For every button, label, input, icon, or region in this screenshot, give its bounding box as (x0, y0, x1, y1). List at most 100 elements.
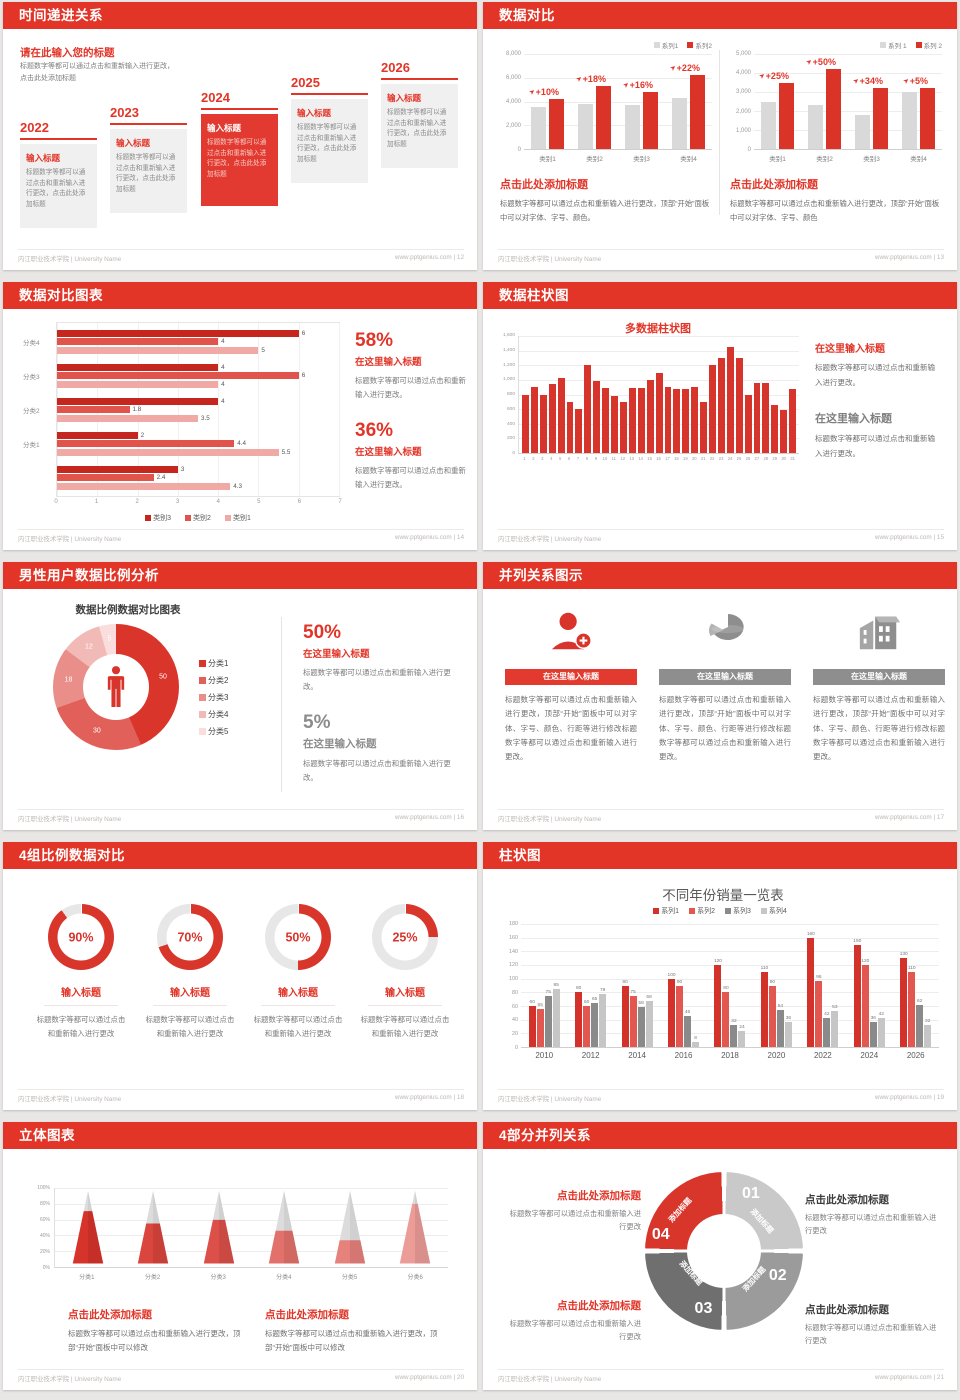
legend-label: 类别3 (153, 515, 172, 522)
divider (44, 1005, 118, 1006)
stat-percentage: 50% (303, 622, 342, 643)
footer-site: www.pptgenius.com | 12 (395, 254, 464, 263)
category-label: 分类3 (23, 373, 40, 381)
stat-block: 50% 在这里输入标题 标题数字等都可以通过点击和重新输入进行更改。 (303, 622, 459, 694)
footer-url: www.pptgenius.com (874, 1094, 932, 1101)
text-block: 点击此处添加标题 标题数字等都可以通过点击和重新输入进行更改，顶部“开始”面板中… (265, 1307, 450, 1356)
legend-label: 分类5 (208, 727, 229, 736)
slide-title: 4组比例数据对比 (3, 842, 477, 869)
chart-legend: 分类1 分类2 分类3 分类4 分类5 (199, 658, 228, 737)
bar (531, 107, 546, 149)
bar (762, 382, 770, 453)
timeline-item-highlighted: 2024 输入标题 标题数字等都可以通过点击和重新输入进行更改，点击此处添加标题 (201, 90, 278, 206)
slide-title: 立体图表 (3, 1122, 477, 1149)
gridline (519, 350, 799, 352)
cone (317, 1188, 383, 1267)
footer-page-number: 15 (936, 534, 944, 541)
x-tick-label: 4 (550, 456, 553, 461)
bar (714, 965, 722, 1047)
legend-label: 系列 2 (923, 43, 942, 50)
gridline (55, 1188, 448, 1189)
cones-row (55, 1188, 448, 1267)
bar (530, 387, 538, 453)
block-body: 标题数字等都可以通过点击和重新输入进行更改 (805, 1323, 937, 1346)
gridline (754, 73, 942, 74)
cone-shape (269, 1190, 300, 1264)
value-label: 160 (806, 931, 815, 937)
category-label: 分类1 (23, 441, 40, 449)
footer-separator: | (931, 254, 937, 261)
gridline (754, 130, 942, 131)
bar-group: 110 90 54 36 (753, 924, 799, 1047)
bar-line: 2 (57, 431, 339, 439)
category-label: 分类4 (23, 339, 40, 347)
x-tick-label: 17 (665, 456, 670, 461)
x-tick-label: 2012 (581, 1051, 600, 1060)
text-block: 在这里输入标题 标题数字等都可以通过点击和重新输入进行更改。 (815, 410, 939, 461)
timeline-card: 输入标题 标题数字等都可以通过点击和重新输入进行更改，点击此处添加标题 (110, 129, 187, 213)
footer-page-number: 21 (936, 1374, 944, 1381)
block-title: 点击此处添加标题 (557, 1300, 641, 1312)
section-subtext: 标题数字等都可以通过点击和重新输入进行更改，点击此处添加标题 (20, 63, 174, 83)
donut-hole (83, 654, 149, 720)
bars (808, 54, 841, 149)
plot-column: ➤ +25% ➤ +50% ➤ +34% ➤ +5% 类别1 类别2 类别3 类别4 (754, 54, 942, 163)
gridline (258, 323, 260, 496)
footer-school: 内江职业技术学院 | University Name (498, 536, 602, 543)
bar-cell: 62 (916, 924, 924, 1047)
value-label: 5.5 (281, 448, 291, 456)
x-tick-label: 6 (297, 499, 302, 505)
x-tick-label: 20 (691, 456, 697, 461)
footer-separator: | (931, 1094, 937, 1101)
block-body: 标题数字等都可以通过点击和重新输入进行更改，顶部“开始”面板中可以修改 (265, 1329, 438, 1353)
slide-title: 柱状图 (483, 842, 957, 869)
text-block: 点击此处添加标题 标题数字等都可以通过点击和重新输入进行更改 (509, 1188, 641, 1234)
donut-chart: 50 30 18 12 5 (53, 624, 179, 750)
slide-footer: 内江职业技术学院 | University Name www.pptgenius… (18, 809, 464, 823)
bar (692, 1041, 700, 1047)
percent-annotation: ➤ +50% (805, 57, 836, 67)
value-label: 54 (777, 1004, 784, 1010)
value-label: 150 (853, 938, 862, 944)
ring-column: 25% 输入标题 标题数字等都可以通过点击和重新输入进行更改 (359, 904, 451, 1040)
x-tick-label: 2024 (860, 1051, 879, 1060)
bar (831, 1010, 839, 1047)
bar (664, 387, 672, 453)
bar (826, 69, 841, 149)
bar-cell: 53 (831, 924, 839, 1047)
panel-body: 标题数字等都可以通过点击和重新输入进行更改，顶部“开始”面板中可以对字体、字号、… (500, 199, 710, 223)
divider (201, 108, 278, 110)
chart-body: 5,000 4,000 3,000 2,000 1,000 0 ➤ +25% ➤ +50% ➤ +34… (730, 51, 942, 163)
male-figure-icon (107, 666, 125, 707)
legend-item: 分类1 (199, 658, 228, 669)
legend-item: 分类5 (199, 726, 228, 737)
x-tick-label: 分类6 (407, 1275, 423, 1281)
legend-swatch (760, 908, 767, 914)
legend-item: 分类3 (199, 692, 228, 703)
gridline (521, 1019, 939, 1021)
bar (611, 395, 618, 453)
column-body: 标题数字等都可以通过点击和重新输入进行更改，顶部“开始”面板中可以对字体、字号、… (505, 695, 637, 761)
plot-area (518, 336, 799, 454)
donut-ring: 50 30 18 12 5 (53, 624, 179, 750)
progress-ring: 50% (265, 904, 331, 970)
bar (735, 357, 743, 453)
legend-item: 类别1 (224, 513, 251, 523)
value-label: 42 (824, 1012, 830, 1018)
plot-column: ➤ +10% ➤ +18% ➤ +16% ➤ +22% 类别1 类别2 类别3 类别4 (524, 54, 712, 163)
bar (57, 338, 219, 345)
gridline (177, 323, 179, 496)
timeline-item: 2025 输入标题 标题数字等都可以通过点击和重新输入进行更改，点击此处添加标题 (291, 75, 368, 183)
percent-label: +10% (535, 87, 559, 98)
footer-page-number: 12 (456, 254, 464, 261)
bar-cell: 90 (621, 924, 629, 1047)
x-tick-label: 分类1 (79, 1275, 95, 1281)
ring-body: 标题数字等都可以通过点击和重新输入进行更改 (360, 1015, 450, 1038)
value-label: 68 (646, 994, 652, 1000)
footer-url: www.pptgenius.com (394, 254, 452, 261)
gridline (521, 1033, 939, 1035)
pie-3d-icon (708, 614, 744, 640)
bar (625, 105, 640, 149)
stat-body: 标题数字等都可以通过点击和重新输入进行更改。 (303, 759, 451, 783)
slide-progress-rings: 4组比例数据对比 90% 输入标题 标题数字等都可以通过点击和重新输入进行更改 … (3, 842, 477, 1110)
